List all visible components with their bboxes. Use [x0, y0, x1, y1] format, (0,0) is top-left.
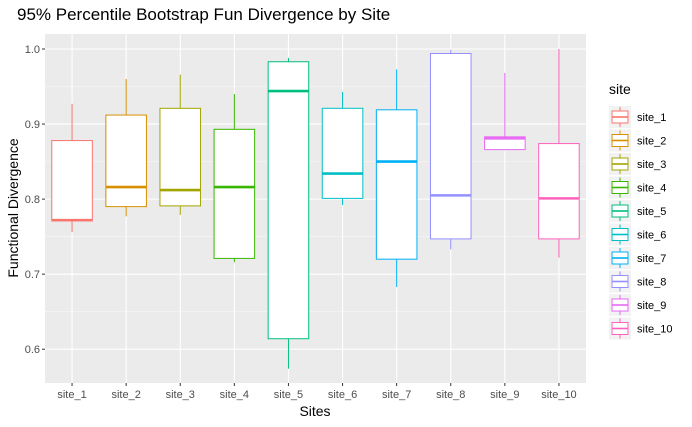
x-axis-title: Sites	[299, 403, 330, 419]
chart-title: 95% Percentile Bootstrap Fun Divergence …	[17, 5, 390, 24]
y-tick-label: 0.8	[25, 194, 40, 206]
y-tick-label: 0.6	[25, 344, 40, 356]
box-body	[267, 61, 310, 340]
legend-label: site_10	[637, 324, 672, 336]
y-tick-label: 1.0	[25, 44, 40, 56]
box-site_3	[159, 74, 202, 215]
plot-panel	[45, 34, 586, 383]
y-axis-ticks: 0.6 0.7 0.8 0.9 1.0	[25, 44, 45, 356]
x-tick-label: site_2	[111, 389, 140, 401]
x-tick-label: site_9	[490, 389, 519, 401]
x-tick-label: site_4	[220, 389, 249, 401]
box-site_9	[484, 73, 526, 151]
box-body	[321, 107, 364, 199]
box-site_2	[105, 79, 147, 217]
legend-label: site_4	[637, 183, 666, 195]
y-axis-title: Functional Divergence	[5, 138, 21, 278]
legend-label: site_2	[637, 136, 666, 148]
legend-title: site	[609, 81, 631, 97]
legend-item-site_6: site_6	[609, 223, 666, 246]
legend-label: site_6	[637, 230, 666, 242]
y-tick-label: 0.7	[25, 269, 40, 281]
legend-item-site_2: site_2	[609, 129, 666, 152]
box-body	[538, 143, 580, 240]
x-tick-label: site_7	[382, 389, 411, 401]
boxes	[51, 49, 580, 369]
box-body	[105, 114, 147, 208]
x-tick-label: site_1	[57, 389, 86, 401]
legend-item-site_1: site_1	[609, 106, 666, 128]
legend-label: site_8	[637, 277, 666, 289]
legend-label: site_9	[637, 300, 666, 312]
legend-items: site_1 site_2 site_3 site_4 site_5 site_6site…	[609, 106, 672, 340]
legend-label: site_7	[637, 253, 666, 265]
box-body	[51, 140, 93, 222]
box-site_4	[213, 94, 256, 263]
x-tick-label: site_8	[436, 389, 465, 401]
box-body	[484, 136, 526, 151]
box-site_1	[51, 103, 93, 233]
legend-item-site_9: site_9	[609, 294, 666, 316]
box-body	[213, 128, 256, 259]
x-tick-label: site_5	[274, 389, 303, 401]
y-tick-label: 0.9	[25, 119, 40, 131]
box-site_8	[429, 49, 472, 250]
x-tick-label: site_10	[541, 389, 576, 401]
legend: site site_1site_2site_3site_4site_5site_…	[609, 81, 672, 340]
x-axis-ticks: site_1 site_2 site_3 site_4 site_5 site_6 site…	[57, 383, 577, 401]
box-site_7	[375, 69, 418, 287]
legend-item-site_3: site_3	[609, 153, 666, 175]
x-tick-label: site_6	[328, 389, 357, 401]
box-body	[375, 109, 418, 260]
legend-label: site_3	[637, 159, 666, 171]
legend-item-site_4: site_4	[609, 176, 666, 199]
box-site_6	[321, 91, 364, 206]
box-body	[429, 53, 472, 240]
legend-item-site_5: site_5	[609, 200, 666, 222]
legend-item-site_10: site_10	[609, 317, 672, 340]
legend-label: site_5	[637, 206, 666, 218]
box-site_10	[538, 49, 580, 258]
legend-label: site_1	[637, 112, 666, 124]
legend-item-site_8: site_8	[609, 270, 666, 293]
box-site_5	[267, 58, 310, 369]
legend-item-site_7: site_7	[609, 247, 666, 269]
x-tick-label: site_3	[166, 389, 195, 401]
